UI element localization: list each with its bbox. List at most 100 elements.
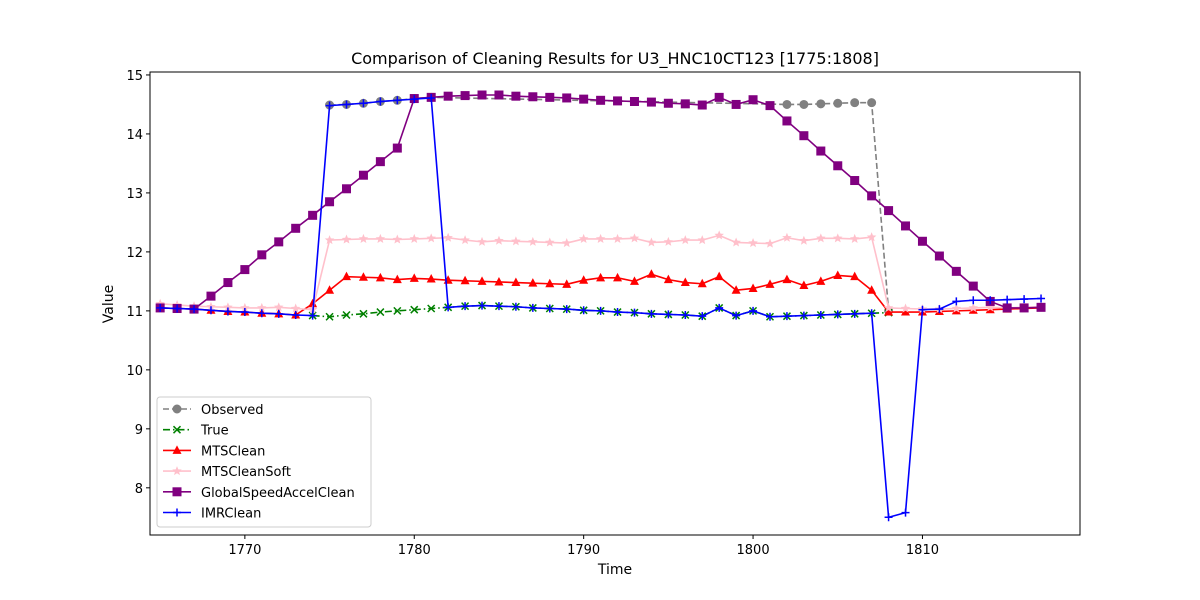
data-point-globalspeedaccelclean — [545, 92, 555, 102]
data-point-true — [427, 304, 436, 313]
legend-entry-observed: Observed — [163, 403, 264, 418]
legend-marker — [172, 425, 182, 434]
data-point-mtsclean — [426, 274, 436, 283]
data-point-globalspeedaccelclean — [1002, 303, 1012, 313]
x-axis: 1770 1780 1790 1800 1810 — [228, 535, 939, 558]
data-point-mtsclean — [308, 298, 318, 308]
data-point-imrclean — [545, 304, 554, 313]
data-point-mtscleansoft — [629, 233, 640, 243]
legend-entry-globalspeedaccelclean: GlobalSpeedAccelClean — [163, 486, 355, 501]
data-point-imrclean — [511, 302, 520, 311]
data-point-imrclean — [1037, 294, 1046, 303]
y-tick-label: 10 — [126, 364, 143, 379]
data-point-mtsclean — [460, 275, 470, 285]
y-tick-label: 14 — [126, 128, 143, 143]
data-point-globalspeedaccelclean — [782, 116, 792, 126]
data-point-globalspeedaccelclean — [646, 97, 656, 107]
data-point-mtsclean — [884, 307, 894, 316]
legend-entry-mtscleansoft: MTSCleanSoft — [163, 465, 291, 480]
data-point-mtsclean — [663, 274, 673, 284]
data-point-mtsclean — [358, 272, 368, 281]
data-point-mtscleansoft — [782, 232, 792, 242]
data-point-mtsclean — [646, 269, 656, 278]
data-point-mtscleansoft — [155, 298, 165, 308]
data-point-observed — [833, 98, 843, 108]
legend: Observed True MTSClean MTSCleanSoft GlobalSp… — [156, 396, 372, 528]
data-point-imrclean — [308, 311, 317, 320]
data-point-globalspeedaccelclean — [562, 93, 572, 103]
y-tick-label: 9 — [135, 423, 143, 438]
data-point-imrclean — [190, 305, 199, 314]
data-point-true — [376, 308, 385, 317]
data-point-mtscleansoft — [511, 236, 521, 246]
data-point-globalspeedaccelclean — [968, 281, 978, 291]
data-point-mtscleansoft — [816, 233, 826, 243]
data-point-imrclean — [393, 96, 402, 105]
data-point-globalspeedaccelclean — [799, 131, 809, 141]
data-point-imrclean — [1003, 295, 1012, 304]
data-point-imrclean — [647, 309, 656, 318]
x-tick-label: 1800 — [737, 543, 770, 558]
x-tick-label: 1770 — [228, 543, 261, 558]
data-point-globalspeedaccelclean — [477, 90, 487, 100]
data-point-imrclean — [528, 303, 537, 312]
data-point-globalspeedaccelclean — [867, 191, 877, 201]
x-tick-label: 1790 — [567, 543, 600, 558]
data-point-mtscleansoft — [951, 303, 962, 313]
plot-area-frame — [149, 71, 1081, 536]
data-point-globalspeedaccelclean — [731, 99, 741, 109]
data-point-mtsclean — [579, 275, 589, 284]
data-point-imrclean — [444, 303, 453, 312]
data-point-mtscleansoft — [240, 302, 250, 312]
data-point-globalspeedaccelclean — [901, 221, 911, 231]
data-point-true — [359, 309, 368, 318]
data-point-mtscleansoft — [714, 230, 724, 240]
data-point-imrclean — [664, 310, 673, 319]
y-tick-label: 11 — [126, 305, 143, 320]
data-point-observed — [850, 98, 860, 108]
data-point-globalspeedaccelclean — [680, 99, 690, 109]
data-point-imrclean — [223, 307, 232, 316]
data-point-imrclean — [206, 306, 215, 315]
data-point-imrclean — [156, 303, 165, 312]
legend-label: IMRClean — [201, 507, 261, 522]
data-point-mtscleansoft — [680, 235, 691, 245]
data-point-true — [342, 310, 351, 320]
data-point-true — [325, 312, 334, 321]
data-point-imrclean — [732, 311, 741, 320]
x-tick-label: 1810 — [906, 543, 939, 558]
data-point-globalspeedaccelclean — [579, 94, 589, 104]
data-point-mtscleansoft — [290, 303, 301, 313]
data-point-mtscleansoft — [528, 236, 538, 246]
legend-label: Observed — [201, 403, 264, 418]
data-point-mtscleansoft — [646, 237, 657, 247]
data-point-mtscleansoft — [985, 302, 995, 312]
data-point-mtscleansoft — [257, 302, 267, 312]
data-point-imrclean — [833, 310, 842, 319]
y-tick-label: 13 — [126, 187, 143, 202]
data-point-imrclean — [596, 306, 605, 315]
data-point-globalspeedaccelclean — [325, 197, 335, 207]
data-point-mtsclean — [409, 273, 419, 282]
legend-marker — [172, 445, 182, 454]
series-mtsclean — [155, 269, 1046, 319]
data-point-globalspeedaccelclean — [240, 265, 250, 275]
legend-entry-mtsclean: MTSClean — [163, 444, 265, 459]
data-point-globalspeedaccelclean — [206, 291, 216, 301]
data-point-imrclean — [427, 93, 436, 102]
data-point-mtscleansoft — [748, 238, 758, 248]
data-point-globalspeedaccelclean — [375, 157, 385, 167]
data-point-mtscleansoft — [460, 235, 470, 245]
data-point-mtscleansoft — [426, 233, 436, 243]
data-point-mtsclean — [850, 271, 860, 281]
data-point-globalspeedaccelclean — [358, 170, 368, 180]
legend-label: MTSCleanSoft — [201, 465, 291, 480]
data-point-globalspeedaccelclean — [1019, 303, 1029, 313]
data-point-imrclean — [698, 312, 707, 321]
legend-entry-true: True — [163, 424, 229, 439]
data-point-mtsclean — [528, 278, 538, 287]
data-point-imrclean — [359, 99, 368, 108]
data-point-imrclean — [461, 302, 470, 311]
chart-title: Comparison of Cleaning Results for U3_HN… — [351, 49, 879, 69]
data-point-mtscleansoft — [578, 233, 589, 243]
